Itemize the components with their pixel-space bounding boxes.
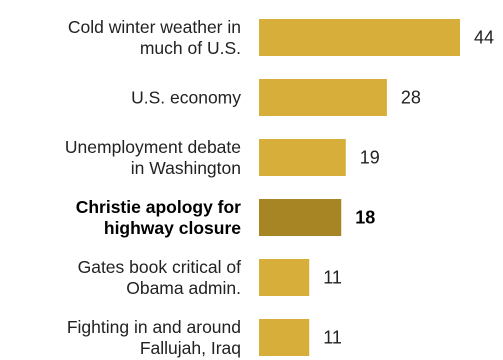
category-label-1: U.S. economy — [131, 88, 241, 108]
category-label-line: Gates book critical of — [78, 257, 242, 277]
category-label-line: Fighting in and around — [67, 317, 241, 337]
bar-2 — [259, 139, 346, 176]
bar-5 — [259, 319, 310, 356]
category-label-line: much of U.S. — [140, 38, 241, 58]
category-label-line: in Washington — [131, 158, 241, 178]
value-label-4: 11 — [323, 268, 342, 288]
bar-0 — [259, 19, 460, 56]
value-label-2: 19 — [360, 148, 380, 168]
category-label-line: U.S. economy — [131, 88, 241, 108]
category-label-line: highway closure — [104, 218, 241, 238]
bar-3 — [259, 199, 342, 236]
bar-1 — [259, 79, 387, 116]
value-label-3: 18 — [355, 208, 375, 228]
value-label-1: 28 — [401, 88, 421, 108]
bar-4 — [259, 259, 310, 296]
category-label-0: Cold winter weather in much of U.S. — [68, 17, 241, 58]
category-label-line: Fallujah, Iraq — [140, 338, 241, 358]
category-label-4: Gates book critical of Obama admin. — [78, 257, 242, 298]
category-labels-group: Cold winter weather in much of U.S. U.S. e… — [65, 17, 241, 358]
bars-group — [259, 19, 460, 356]
value-label-5: 11 — [323, 328, 342, 348]
category-label-line: Obama admin. — [126, 278, 241, 298]
category-label-5: Fighting in and around Fallujah, Iraq — [67, 317, 241, 358]
value-label-0: 44 — [474, 28, 494, 48]
category-label-2: Unemployment debate in Washington — [65, 137, 241, 178]
category-label-line: Unemployment debate — [65, 137, 241, 157]
value-labels-group: 44 28 19 18 11 11 — [323, 28, 494, 348]
category-label-3: Christie apology for highway closure — [76, 197, 242, 238]
category-label-line: Cold winter weather in — [68, 17, 241, 37]
category-label-line: Christie apology for — [76, 197, 241, 217]
